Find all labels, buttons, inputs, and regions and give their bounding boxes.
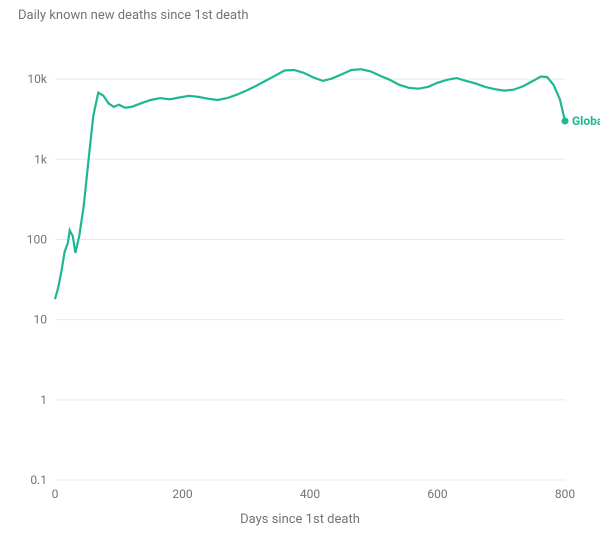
series-end-label: Global	[572, 114, 600, 128]
svg-text:1: 1	[40, 393, 47, 407]
svg-text:800: 800	[555, 487, 575, 501]
svg-text:1k: 1k	[34, 152, 48, 166]
y-axis-title: Daily known new deaths since 1st death	[18, 8, 249, 25]
chart-svg: 0.1 1 10 100 1k 10k 0 200 400 600 800 Global	[0, 0, 600, 533]
svg-text:600: 600	[427, 487, 447, 501]
svg-text:100: 100	[27, 232, 47, 246]
svg-text:0.1: 0.1	[30, 473, 47, 487]
deaths-line-chart: Daily known new deaths since 1st death 0…	[0, 0, 600, 533]
svg-text:400: 400	[300, 487, 320, 501]
svg-text:10k: 10k	[27, 72, 47, 86]
x-axis-label: Days since 1st death	[0, 512, 600, 527]
svg-text:0: 0	[52, 487, 59, 501]
svg-text:200: 200	[172, 487, 192, 501]
series-endpoint	[562, 118, 569, 125]
global-series-line	[55, 69, 565, 299]
svg-text:10: 10	[34, 313, 48, 327]
